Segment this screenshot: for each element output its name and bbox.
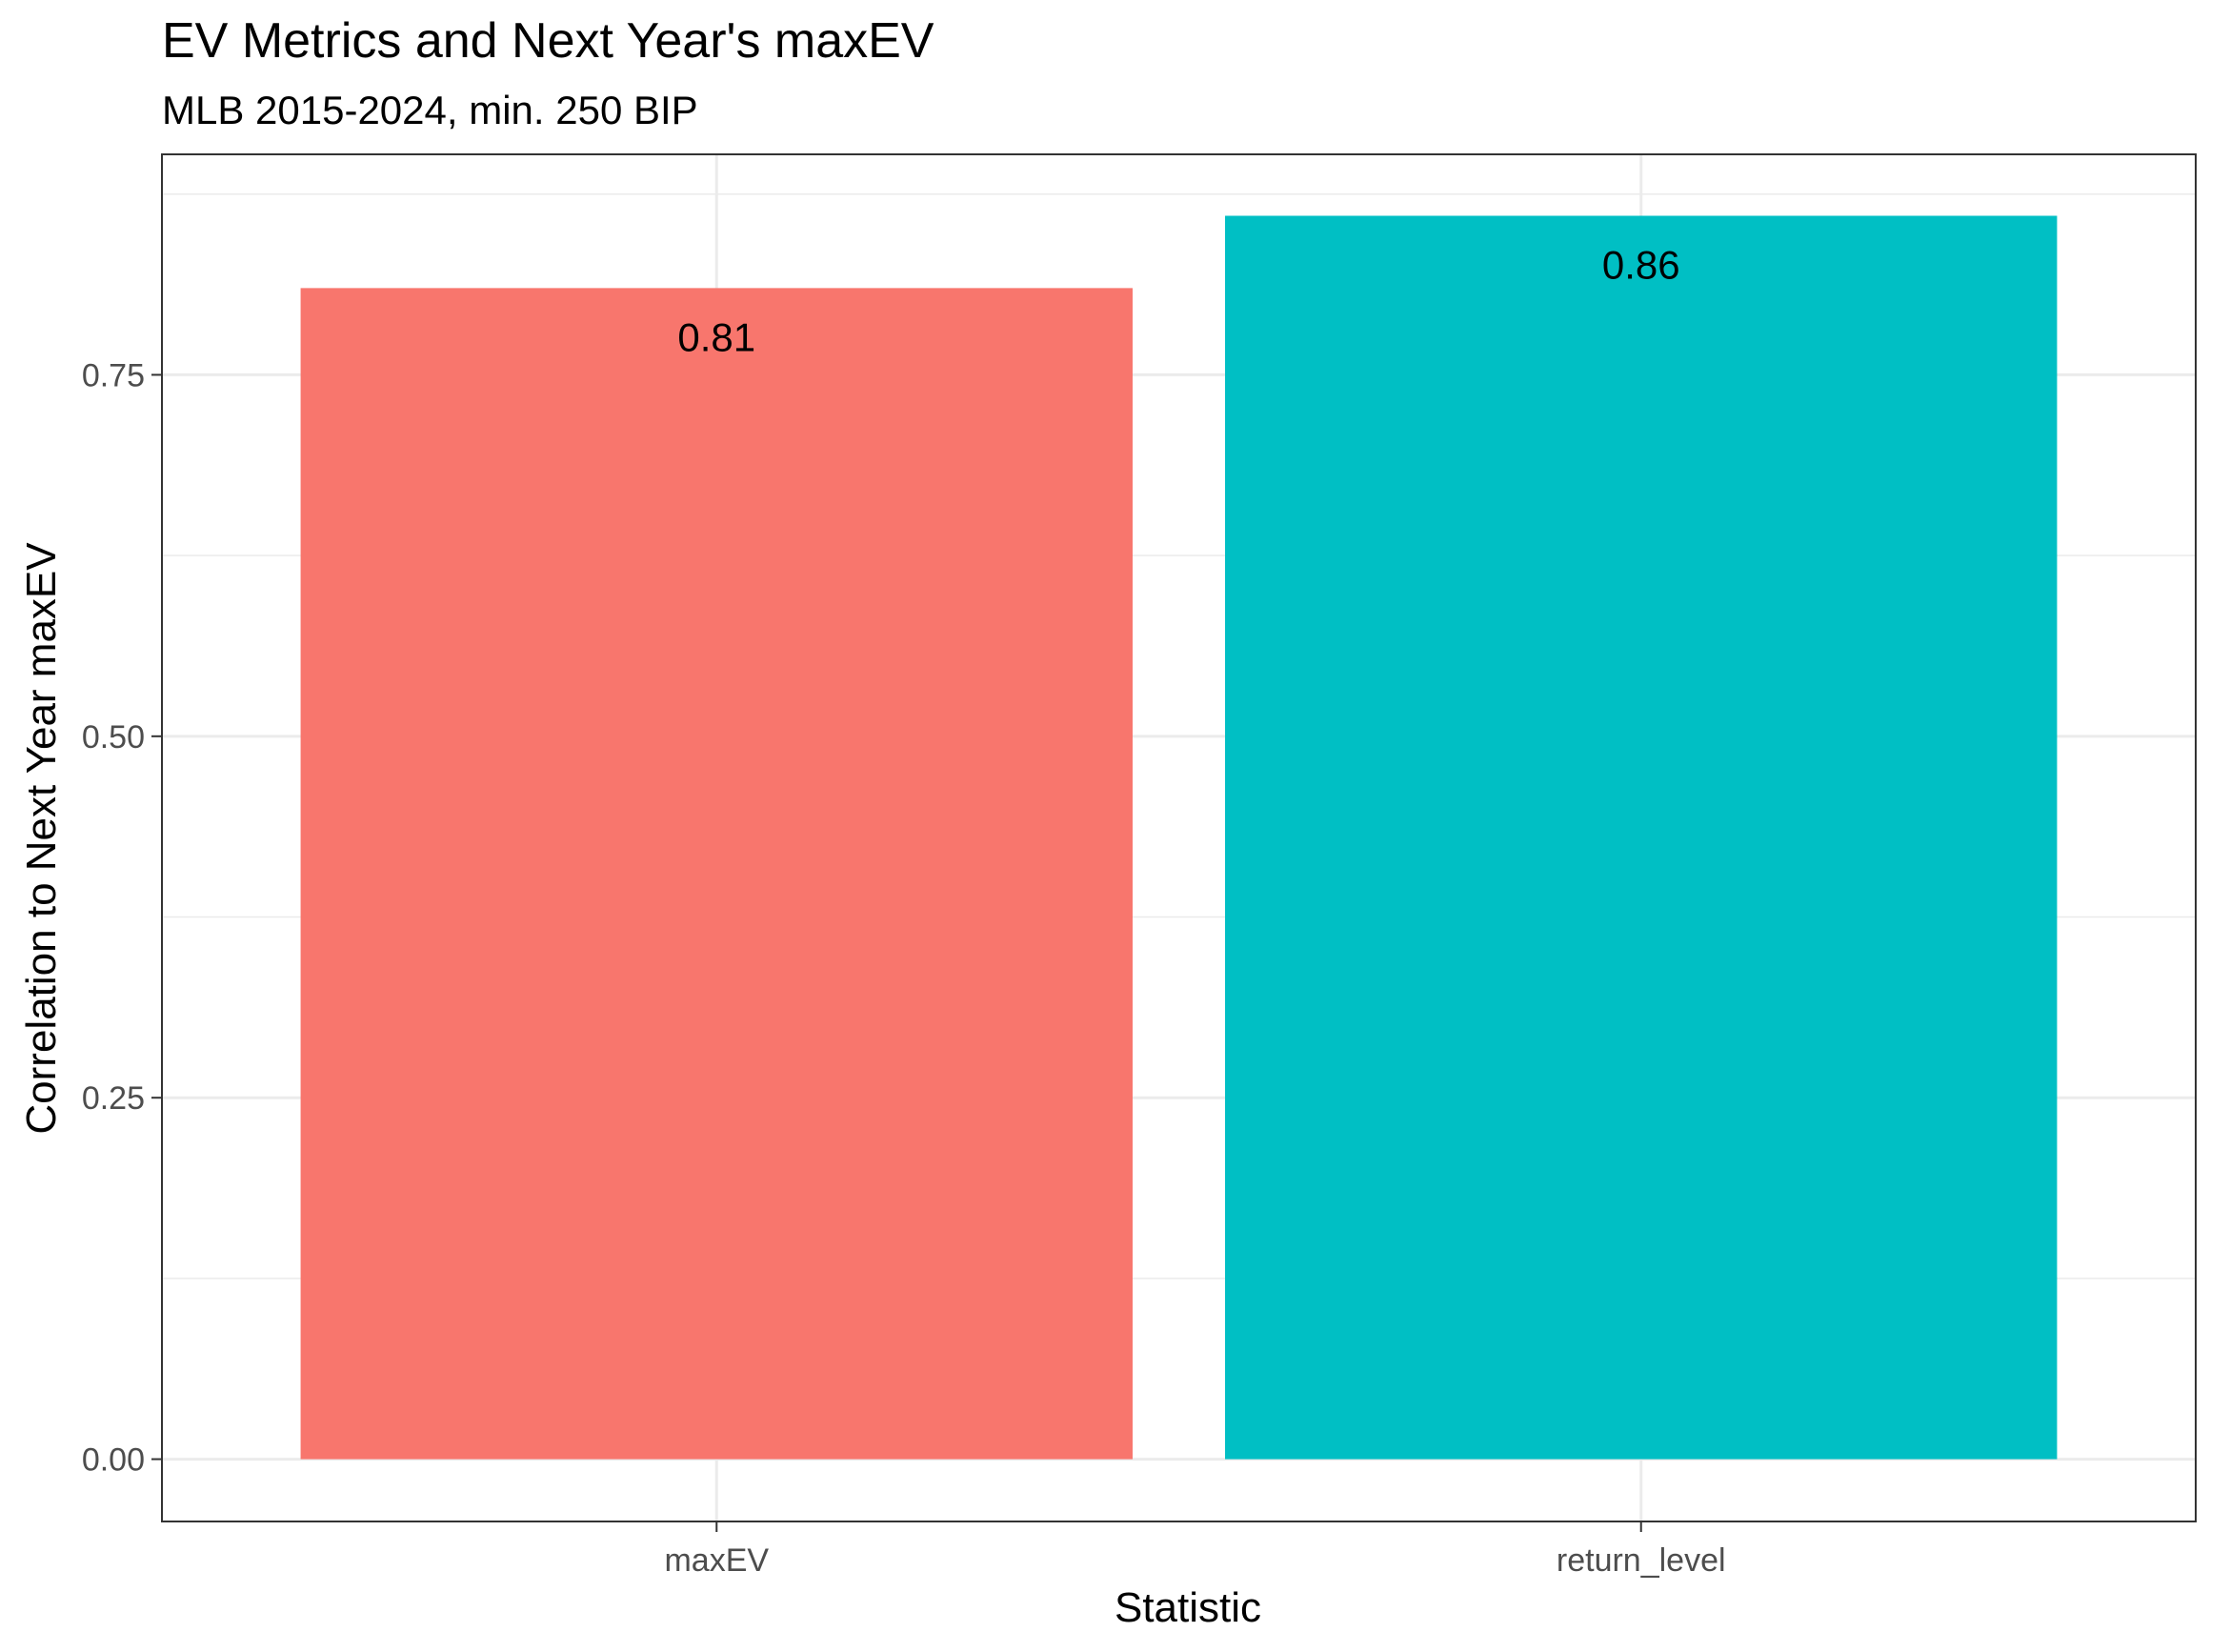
x-axis: maxEV return_level [664, 1521, 1726, 1579]
chart-subtitle: MLB 2015-2024, min. 250 BIP [162, 88, 698, 132]
y-tick-label: 0.25 [82, 1080, 145, 1117]
y-tick-label: 0.00 [82, 1442, 145, 1479]
bar-return_level [1225, 215, 2058, 1460]
x-axis-title: Statistic [1115, 1584, 1261, 1631]
data-label-maxEV: 0.81 [677, 314, 755, 359]
y-tick-label: 0.75 [82, 357, 145, 393]
panel-border [161, 153, 2197, 1522]
data-label-return_level: 0.86 [1602, 242, 1680, 287]
x-tick-label: return_level [1557, 1542, 1726, 1579]
y-axis-title: Correlation to Next Year maxEV [18, 542, 65, 1135]
x-tick-label: maxEV [664, 1542, 769, 1579]
y-axis: 0.00 0.25 0.50 0.75 [82, 357, 162, 1479]
y-tick-label: 0.50 [82, 719, 145, 755]
bar-maxEV [300, 288, 1133, 1460]
chart-title: EV Metrics and Next Year's maxEV [162, 13, 934, 69]
data-labels: 0.81 0.86 [677, 242, 1679, 359]
bars [300, 215, 2058, 1460]
